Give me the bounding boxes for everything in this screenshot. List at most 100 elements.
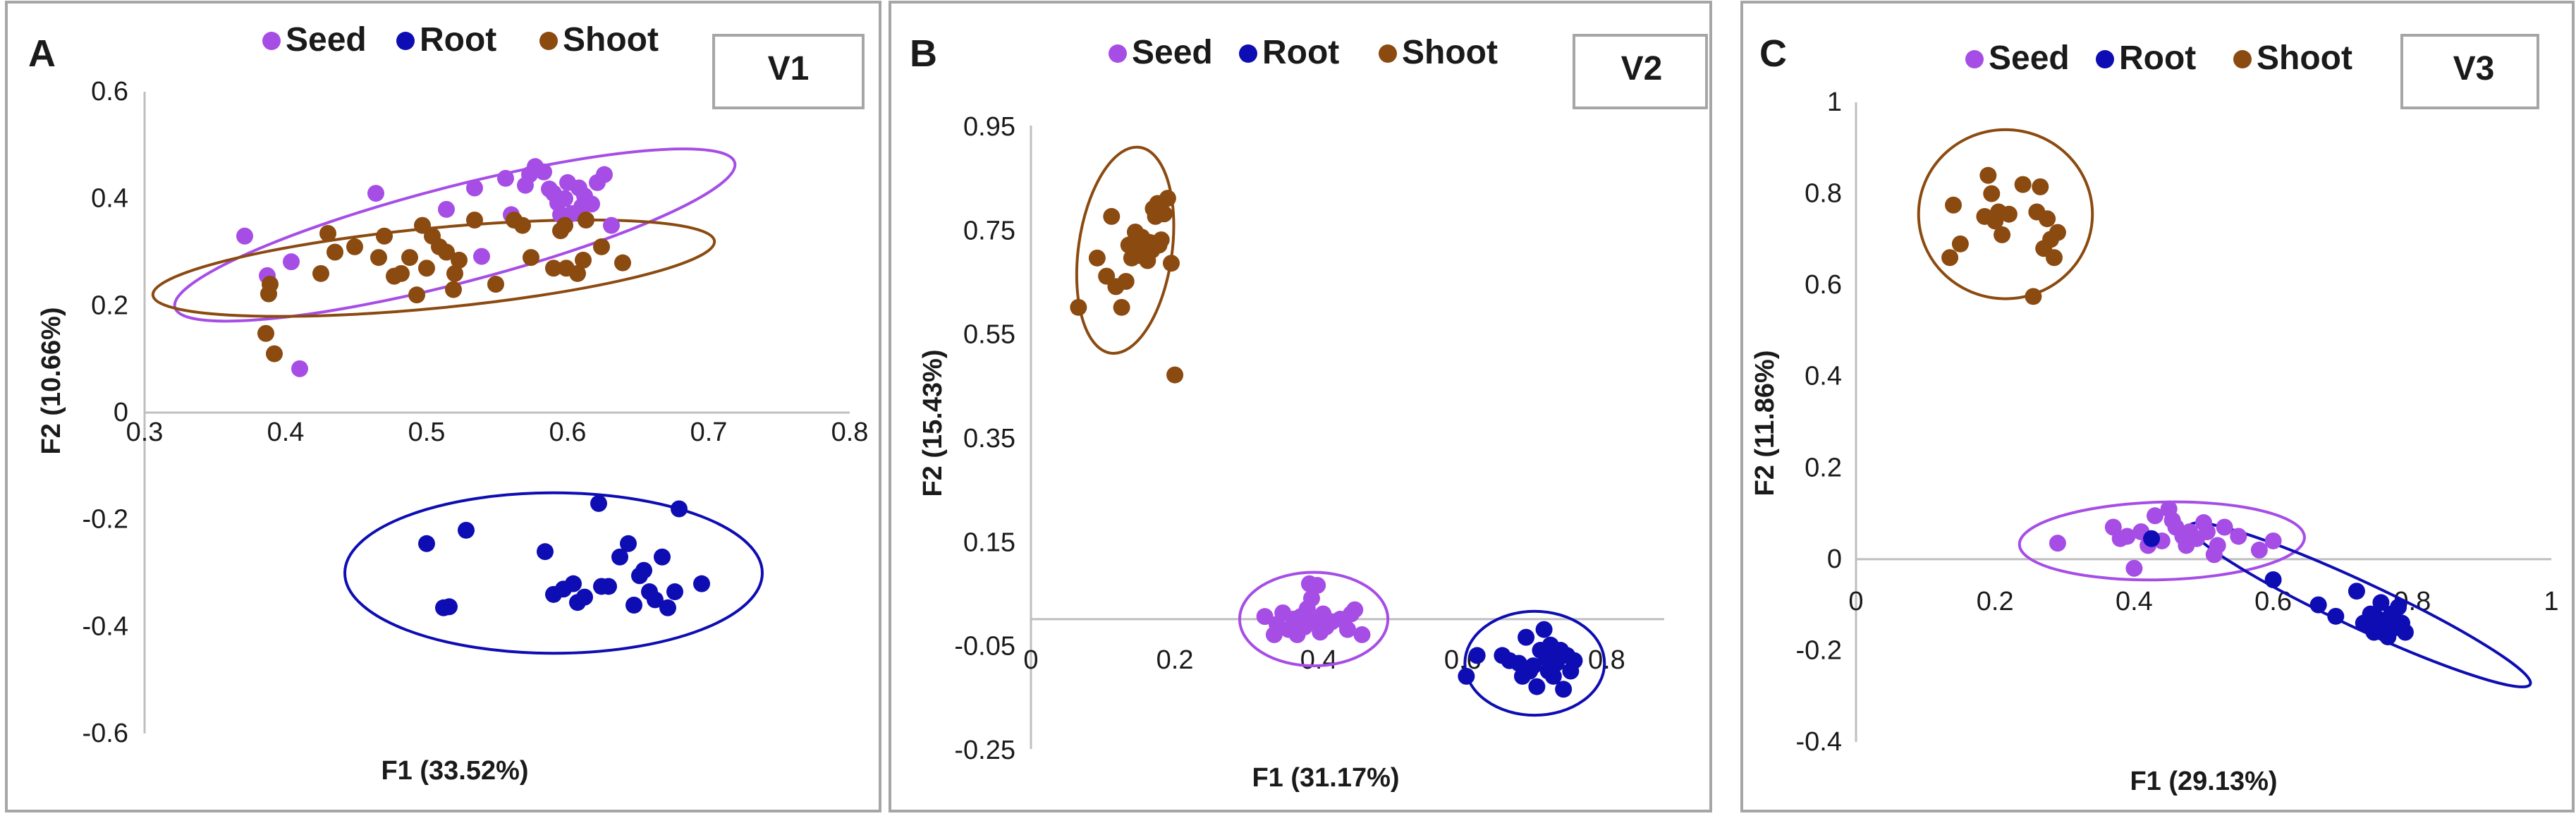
x-tick-label: 0.8 [831, 418, 869, 447]
variety-label: V1 [768, 50, 810, 87]
y-tick-label: 0.4 [91, 184, 128, 214]
point-shoot [262, 276, 279, 293]
point-seed [1309, 576, 1326, 594]
point-shoot [257, 324, 274, 342]
legend-label-seed: Seed [286, 21, 367, 59]
point-seed [2118, 528, 2136, 545]
point-seed [1339, 621, 1356, 638]
point-root [625, 597, 642, 614]
x-tick-label: 0.3 [126, 418, 164, 447]
legend-marker-seed [1109, 44, 1127, 63]
point-shoot [1166, 366, 1184, 384]
panel-frame [1740, 1, 2575, 812]
point-shoot [2039, 210, 2056, 228]
point-shoot [2000, 205, 2018, 223]
y-tick-label: -0.2 [83, 505, 128, 535]
point-root [537, 543, 554, 561]
point-root [1544, 667, 1562, 685]
x-tick-label: 1 [2544, 587, 2558, 616]
point-shoot [1103, 207, 1121, 225]
point-root [2309, 596, 2327, 614]
y-axis-title: F2 (10.66%) [37, 307, 66, 454]
point-seed [438, 200, 455, 218]
legend-marker-shoot [1379, 44, 1397, 63]
point-shoot [2046, 249, 2063, 267]
point-seed [1346, 601, 1364, 619]
point-root [620, 535, 637, 552]
point-seed [1256, 608, 1274, 626]
point-seed [2049, 535, 2066, 552]
x-tick-label: 0.8 [1588, 645, 1625, 675]
point-root [2396, 623, 2414, 641]
y-tick-label: 0.15 [963, 528, 1015, 557]
point-seed [1353, 626, 1371, 643]
point-shoot [1152, 231, 1170, 249]
point-shoot [1088, 249, 1106, 267]
point-shoot [266, 345, 283, 363]
point-seed [535, 163, 552, 181]
point-shoot [487, 276, 504, 293]
point-shoot [575, 251, 592, 269]
panel-frame [5, 1, 881, 812]
point-seed [291, 360, 308, 377]
point-shoot [319, 224, 336, 242]
panel-A: 0.3 0.4 0.5 0.6 0.7 0.8 -0.6 -0.4 -0.2 0 0.2 0.4 0.6… [5, 1, 881, 812]
point-shoot [370, 249, 387, 267]
point-root [1565, 652, 1583, 669]
point-seed [2125, 559, 2143, 577]
legend-marker-root [1239, 44, 1257, 63]
y-tick-label: 0.6 [91, 77, 128, 106]
point-shoot [556, 217, 573, 234]
legend-marker-shoot [2233, 50, 2252, 68]
point-shoot [376, 227, 393, 245]
point-root [1525, 657, 1542, 675]
point-root [2264, 571, 2282, 589]
point-shoot [1137, 236, 1155, 254]
point-seed [545, 185, 562, 202]
point-root [659, 599, 676, 616]
y-tick-label: 0.35 [963, 424, 1015, 453]
legend-label-shoot: Shoot [1402, 34, 1498, 71]
x-tick-label: 0.6 [549, 418, 587, 447]
ellipse-root [343, 491, 764, 655]
point-seed [2250, 541, 2268, 559]
point-seed [2216, 518, 2233, 536]
point-root [666, 583, 683, 601]
point-root [1458, 667, 1475, 685]
point-seed [2209, 537, 2226, 554]
panel-B: 0 0.2 0.4 0.6 0.8-0.25-0.050.150.350.550.750… [889, 1, 1712, 812]
point-seed [596, 166, 613, 183]
point-shoot [451, 251, 468, 269]
y-tick-label: 0.55 [963, 320, 1015, 350]
y-axis-title: F2 (15.43%) [918, 349, 948, 497]
x-axis-title: F1 (33.52%) [381, 756, 528, 786]
point-seed [2146, 507, 2163, 525]
point-seed [367, 185, 384, 202]
point-shoot [1113, 298, 1130, 316]
point-shoot [1983, 185, 2001, 202]
legend-label-shoot: Shoot [563, 21, 659, 59]
legend-marker-seed [262, 32, 281, 50]
x-tick-label: 0.2 [1977, 587, 2014, 616]
point-root [1535, 621, 1553, 638]
legend-marker-shoot [539, 32, 558, 50]
legend-label-shoot: Shoot [2257, 39, 2352, 77]
x-tick-label: 0.4 [1300, 645, 1338, 675]
y-axis-title: F2 (11.86%) [1750, 351, 1780, 497]
point-root [635, 561, 652, 579]
x-tick-label: 0.5 [408, 418, 446, 447]
point-seed [2264, 532, 2282, 549]
point-seed [473, 248, 490, 265]
point-root [693, 575, 710, 592]
point-shoot [346, 238, 363, 255]
legend-label-root: Root [420, 21, 496, 59]
point-shoot [1070, 298, 1087, 316]
point-seed [1302, 590, 1320, 607]
point-root [671, 500, 688, 518]
point-shoot [1120, 236, 1137, 254]
point-shoot [2014, 176, 2032, 193]
y-tick-label: 0.6 [1805, 270, 1842, 300]
point-shoot [614, 254, 631, 272]
point-root [565, 575, 582, 592]
